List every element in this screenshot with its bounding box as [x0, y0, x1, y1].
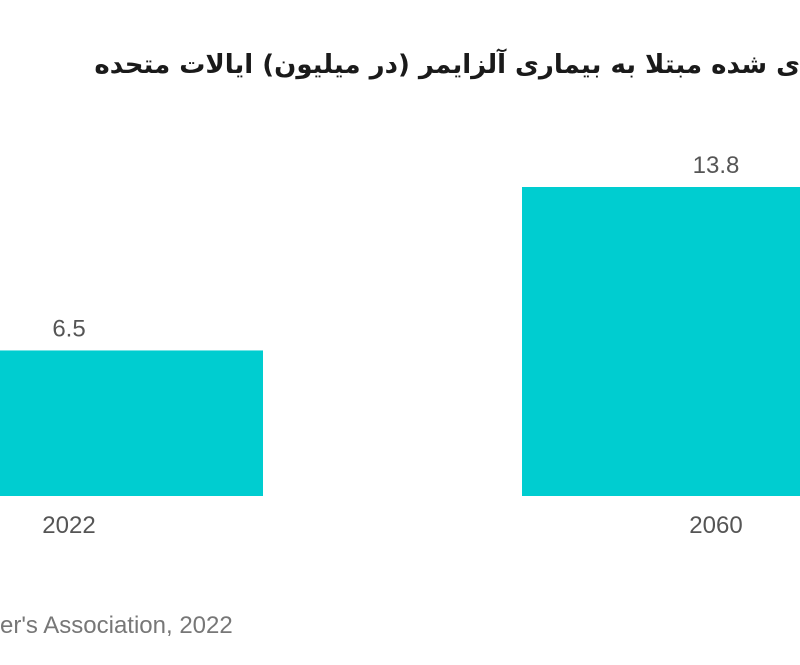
bar-2060: [522, 187, 800, 496]
value-label-2060: 13.8: [693, 152, 740, 179]
value-label-2022: 6.5: [52, 315, 85, 342]
chart-title: ی شده مبتلا به بیماری آلزایمر (در میلیون…: [94, 50, 800, 80]
category-label-2022: 2022: [42, 512, 95, 539]
bar-chart: 6.5 2022 13.8 2060: [0, 152, 800, 539]
source-note: er's Association, 2022: [0, 612, 233, 639]
bar-2022: [0, 350, 263, 496]
category-label-2060: 2060: [689, 512, 742, 539]
